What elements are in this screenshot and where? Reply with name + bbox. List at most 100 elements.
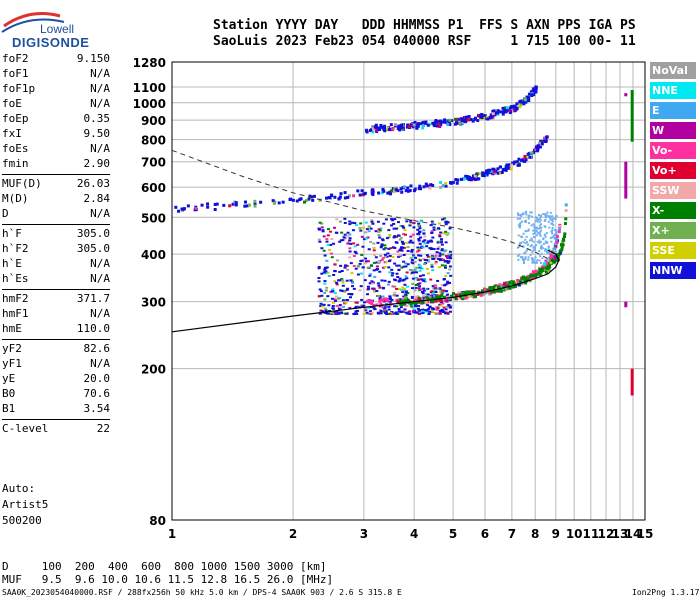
x-tick-label: 9 [552,527,560,541]
param-row-hf: h`F 305.0 [2,227,166,242]
echo-point [551,220,554,223]
echo-point [353,245,357,248]
echo-point [346,235,350,238]
echo-point [403,229,407,232]
echo-point [370,311,374,314]
echo-point [338,304,342,307]
echo-point [381,295,385,298]
echo-point [449,257,453,260]
echo-point [438,312,442,315]
trace-point [496,285,500,289]
echo-point [548,249,551,252]
echo-point [428,306,432,309]
echo-point [519,221,522,224]
echo-point [383,279,387,282]
trace-point [389,189,393,193]
trace-point [281,200,285,204]
trace-point [343,191,347,195]
trace-point [487,290,491,294]
trace-point [381,298,385,302]
echo-point [329,290,333,293]
echo-point [552,236,555,239]
echo-point [530,211,533,214]
echo-point [339,239,343,242]
trace-point [398,128,402,132]
trace-point [533,273,537,277]
trace-point [412,123,416,127]
echo-point [527,229,530,232]
echo-point [326,312,330,315]
echo-point [517,245,520,248]
echo-point [410,305,414,308]
echo-point [550,222,553,225]
trace-point [414,301,418,305]
trace-point [544,270,548,274]
echo-point [319,290,323,293]
trace-point [527,98,531,102]
echo-point [385,312,389,315]
trace-point [554,244,558,248]
echo-point [430,220,434,223]
echo-point [366,293,370,296]
echo-point [525,235,528,238]
trace-point [563,221,567,225]
trace-point [347,194,351,198]
echo-point [438,259,442,262]
trace-point [253,204,257,208]
echo-point [401,286,405,289]
trace-point [460,119,464,123]
echo-point [430,240,434,243]
trace-point [467,115,471,119]
trace-point [424,297,428,301]
echo-point [346,287,350,290]
echo-point [554,229,557,232]
echo-point [434,261,438,264]
trace-point [421,120,425,124]
trace-point [412,189,416,193]
trace-point [448,181,452,185]
trace-point [508,286,512,290]
trace-point [456,178,460,182]
param-value: 0.35 [83,112,111,125]
trace-point [561,243,565,247]
trace-point [406,186,410,190]
echo-point [525,210,528,213]
trace-point [498,289,502,293]
echo-point [533,231,536,234]
echo-point [536,259,539,262]
trace-point [206,202,210,206]
trace-point [493,113,497,117]
echo-point [433,284,437,287]
trace-point [530,93,534,97]
trace-point [428,186,432,190]
trace-point [479,113,483,117]
echo-point [522,262,525,265]
trace-point [507,106,511,110]
trace-point [448,123,452,127]
echo-point [386,252,390,255]
echo-point [533,225,536,228]
echo-point [356,309,360,312]
trace-point [444,184,448,188]
echo-point [414,256,418,259]
echo-point [383,311,387,314]
echo-point [405,241,409,244]
echo-point [434,290,438,293]
trace-point [253,199,257,203]
param-key: hmF2 [2,292,29,305]
echo-point [538,218,541,221]
echo-point [544,249,547,252]
echo-point [518,243,521,246]
trace-point [560,243,564,247]
echo-point [445,290,449,293]
trace-point [312,194,316,198]
echo-point [426,272,430,275]
echo-point [402,310,406,313]
echo-point [377,284,381,287]
echo-point [419,246,423,249]
trace-point [555,235,559,239]
x-tick-label: 15 [637,527,654,541]
echo-point [346,242,350,245]
echo-point [346,231,350,234]
trace-point [450,119,454,123]
